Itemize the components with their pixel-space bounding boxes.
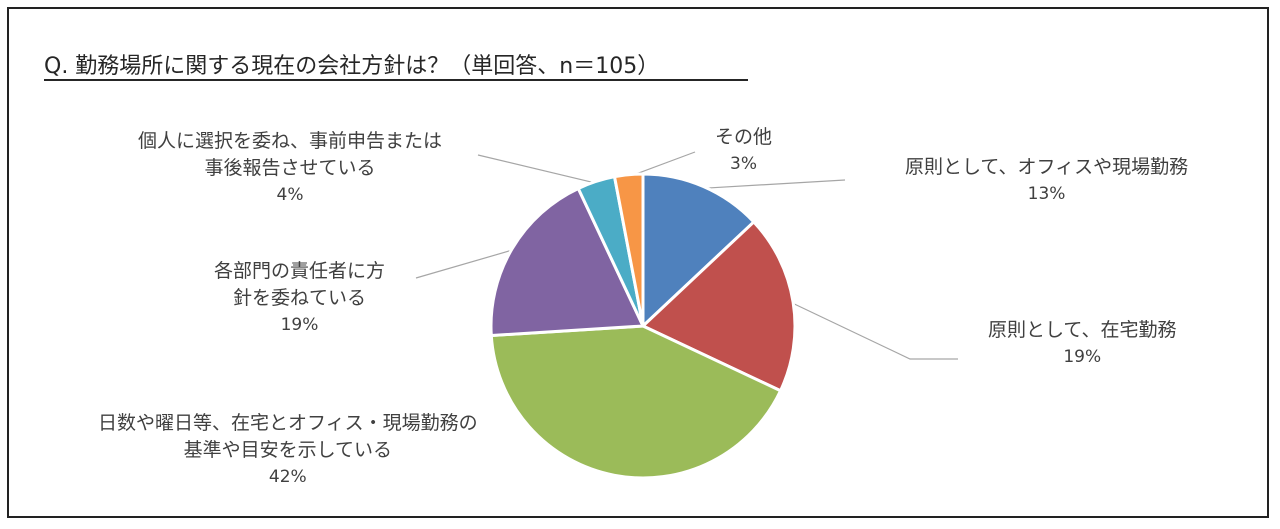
title-underline [44,79,748,81]
slice-percent: 42% [268,467,307,487]
slice-label-text: その他 [715,126,773,148]
slice-label-text: 各部門の責任者に方 [214,260,386,282]
slice-label-text: 基準や目安を示している [183,439,393,461]
slice-percent: 19% [1063,347,1102,367]
slice-label-text: 針を委ねている [233,287,367,309]
leader-line-1 [702,179,846,189]
leader-line-5 [477,154,597,184]
slice-percent: 13% [1027,184,1066,204]
pie-slice-6 [612,172,645,327]
slice-percent: 4% [276,185,304,205]
slice-label-text: 原則として、オフィスや現場勤務 [905,156,1189,178]
pie-slice-2 [640,219,797,393]
slice-label-5: 個人に選択を委ね、事前申告または 事後報告させている 4% [138,128,442,209]
slice-label-3: 日数や曜日等、在宅とオフィス・現場勤務の 基準や目安を示している 42% [98,410,478,491]
slice-label-text: 日数や曜日等、在宅とオフィス・現場勤務の [98,412,478,434]
slice-label-1: 原則として、オフィスや現場勤務 13% [905,154,1188,208]
chart-frame [7,7,1269,518]
slice-label-text: 個人に選択を委ね、事前申告または [138,130,443,152]
pie-slice-3 [489,324,783,480]
slice-label-2: 原則として、在宅勤務 19% [988,317,1176,371]
slice-percent: 3% [730,154,757,174]
slice-label-4: 各部門の責任者に方 針を委ねている 19% [214,258,385,339]
slice-label-text: 原則として、在宅勤務 [988,319,1177,341]
pie-slice-1 [641,172,756,330]
slice-percent: 19% [280,315,319,335]
leader-line-2 [790,301,958,360]
slice-label-6: その他 3% [715,124,772,178]
pie-slice-4 [489,186,646,338]
slice-label-text: 事後報告させている [204,157,376,179]
chart-title: Q. 勤務場所に関する現在の会社方針は？（単回答、n＝105） [44,54,660,79]
leader-line-4 [415,249,515,279]
